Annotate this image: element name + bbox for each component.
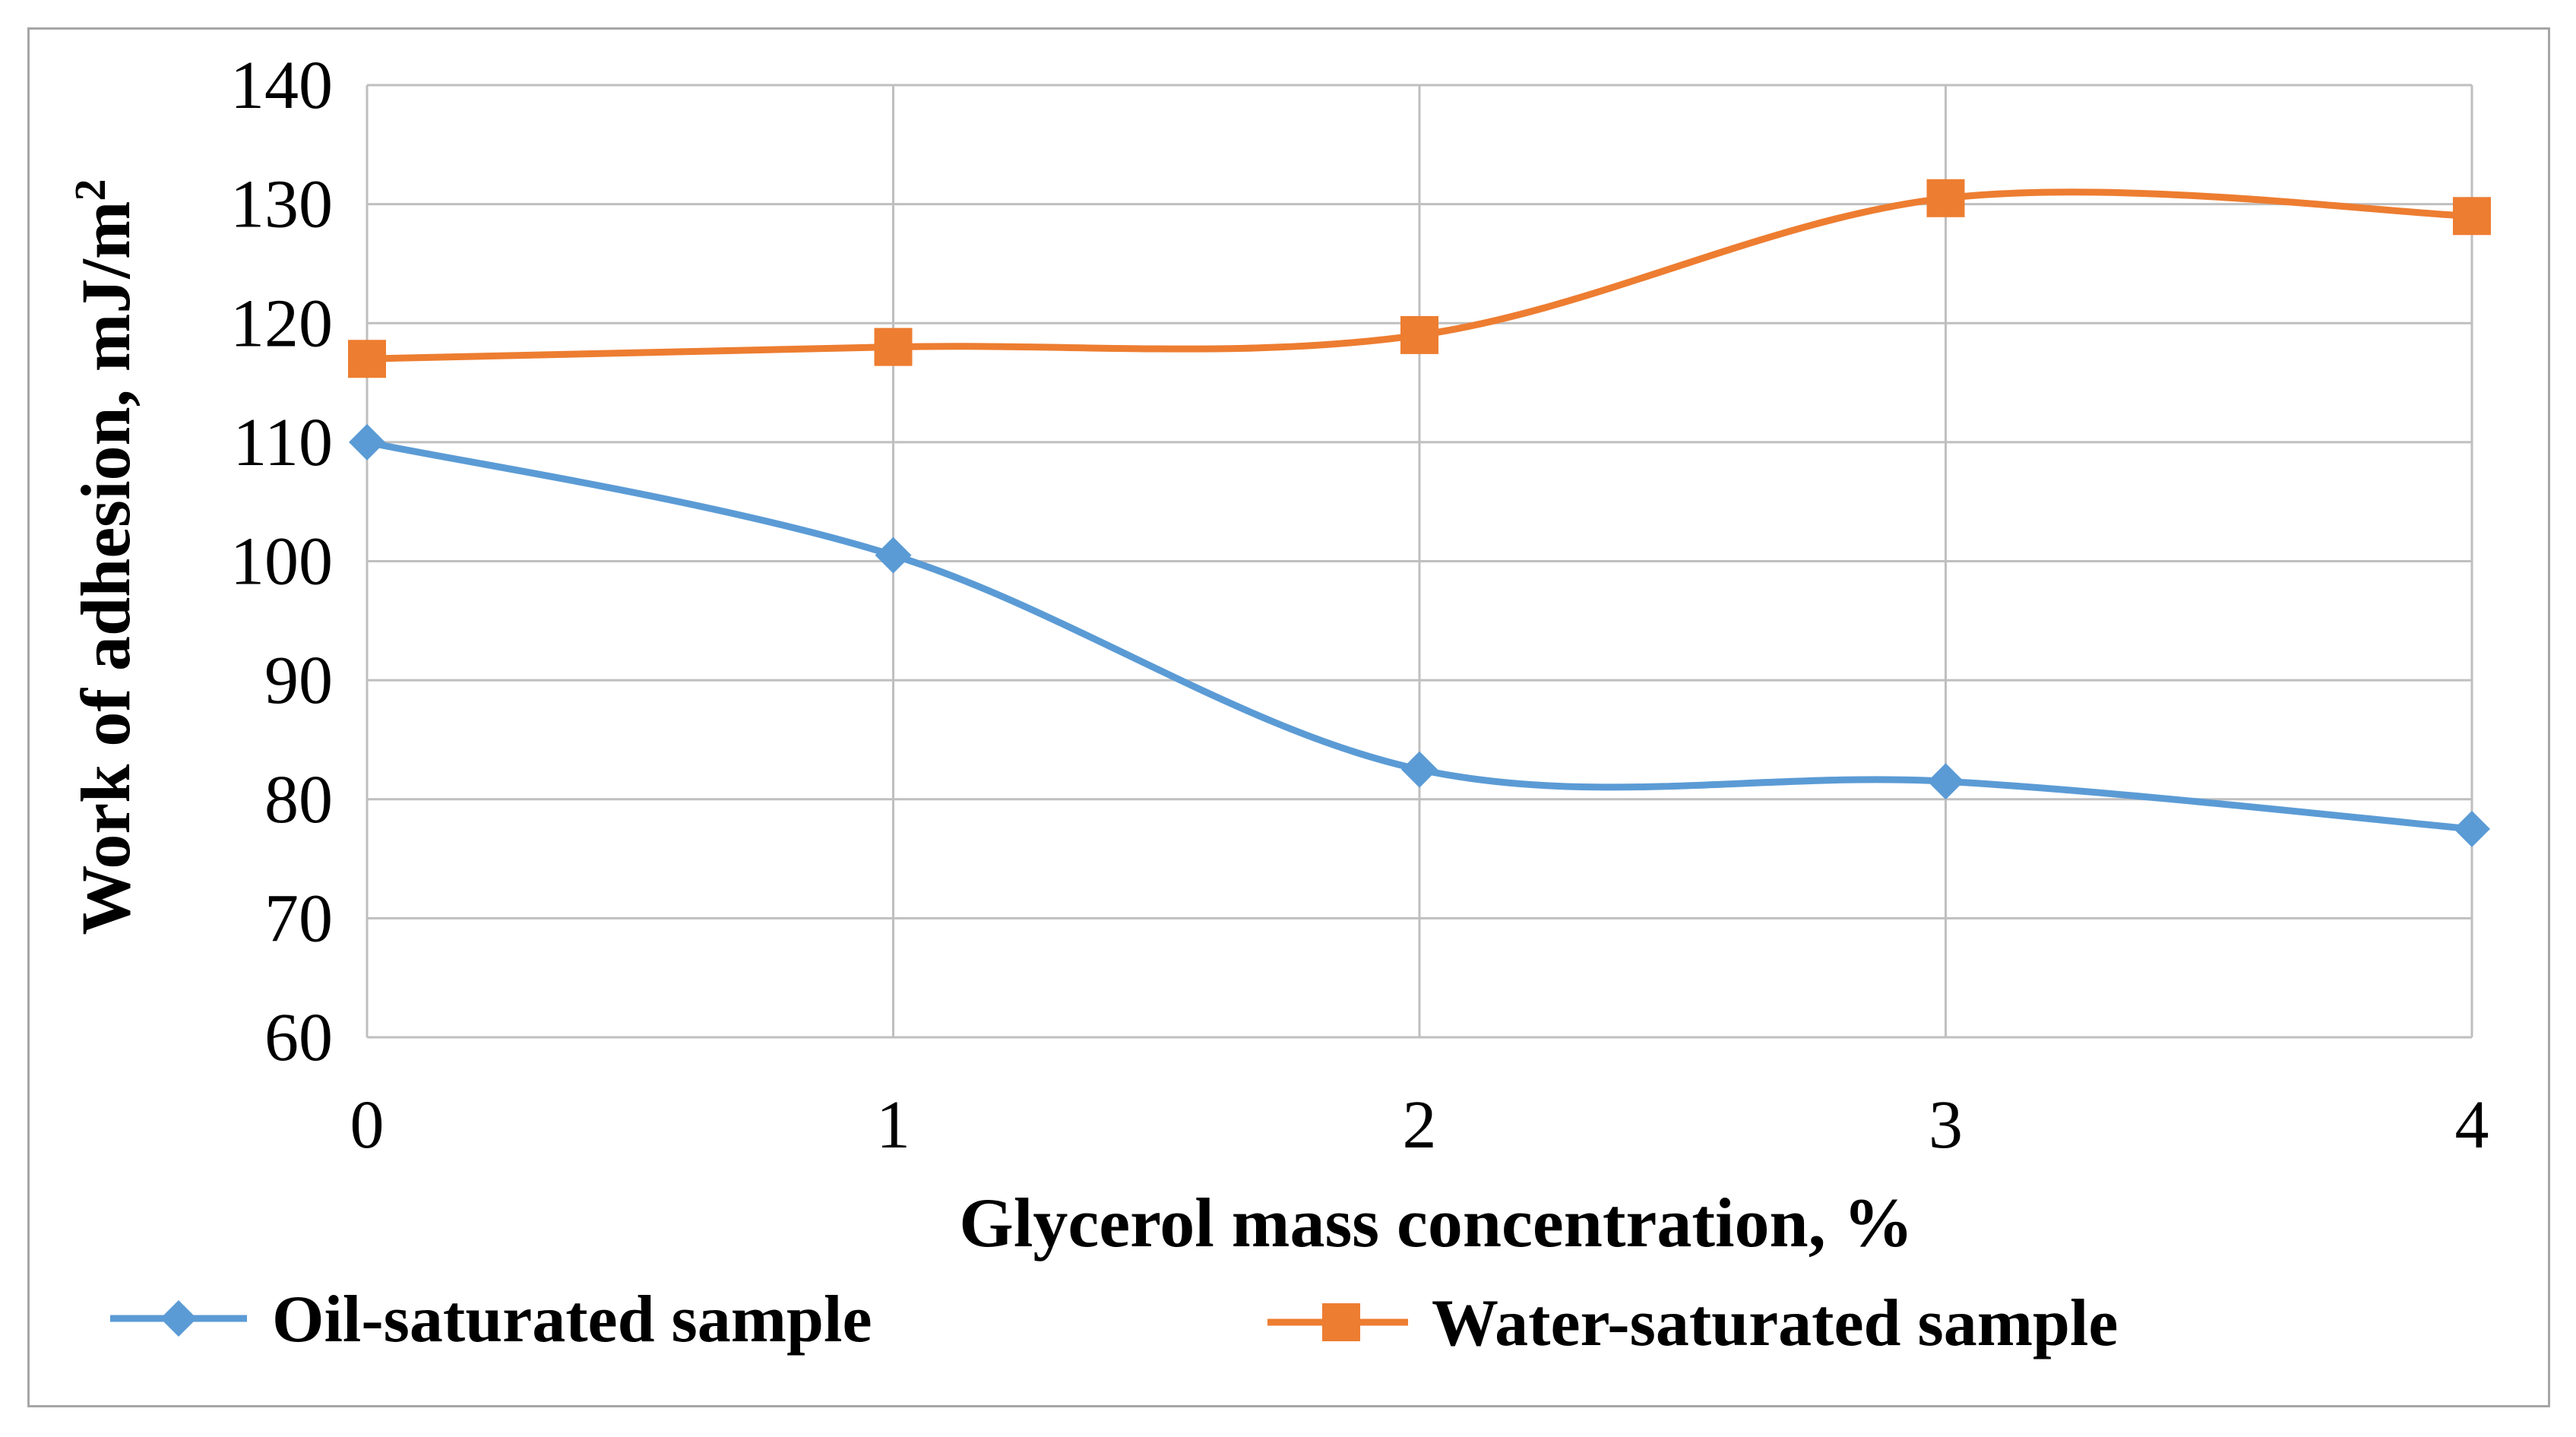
x-tick-label: 2: [1403, 1087, 1437, 1163]
data-point-diamond: [1401, 751, 1438, 788]
legend-diamond-icon: [160, 1300, 197, 1337]
data-point-diamond: [349, 423, 385, 461]
data-point-diamond: [1927, 763, 1964, 800]
y-axis-title: Work of adhesion, mJ/m2: [65, 179, 144, 935]
y-axis-title-superscript: 2: [65, 179, 115, 201]
x-tick-label: 1: [876, 1087, 910, 1163]
data-point-square: [1400, 315, 1438, 354]
y-axis-title-text: Work of adhesion, mJ/m: [67, 201, 144, 935]
x-axis-ticks: 0 1 2 3 4: [350, 1087, 2489, 1163]
data-point-square: [874, 328, 913, 366]
x-tick-label: 3: [1929, 1087, 1963, 1163]
data-point-square: [2453, 197, 2491, 236]
chart-frame: [27, 27, 2550, 1407]
y-tick-label: 70: [264, 881, 333, 956]
legend-item-water: Water-saturated sample: [1267, 1287, 2118, 1360]
x-tick-label: 4: [2455, 1087, 2489, 1163]
x-tick-label: 0: [350, 1087, 385, 1163]
y-tick-label: 110: [233, 405, 333, 480]
grid-lines: [366, 84, 2473, 1039]
y-tick-label: 130: [230, 167, 333, 242]
y-tick-label: 100: [230, 524, 333, 600]
x-axis-title: Glycerol mass concentration, %: [959, 1184, 1913, 1261]
data-point-diamond: [875, 537, 912, 574]
y-tick-label: 120: [230, 286, 333, 361]
y-tick-label: 60: [264, 1000, 333, 1075]
legend-label-water: Water-saturated sample: [1432, 1287, 2118, 1360]
legend-label-oil: Oil-saturated sample: [272, 1283, 872, 1356]
data-point-square: [1926, 179, 1965, 217]
legend-square-icon: [1322, 1303, 1360, 1341]
data-point-diamond: [2454, 810, 2490, 847]
legend: Oil-saturated sample Water-saturated sam…: [110, 1283, 2118, 1360]
y-tick-label: 80: [264, 762, 333, 837]
y-tick-label: 90: [264, 643, 333, 718]
data-series: [348, 179, 2491, 847]
y-tick-label: 140: [230, 48, 333, 123]
data-point-square: [348, 340, 386, 378]
legend-item-oil: Oil-saturated sample: [110, 1283, 872, 1356]
y-axis-ticks: 60 70 80 90 100 110 120 130 140: [230, 48, 333, 1075]
